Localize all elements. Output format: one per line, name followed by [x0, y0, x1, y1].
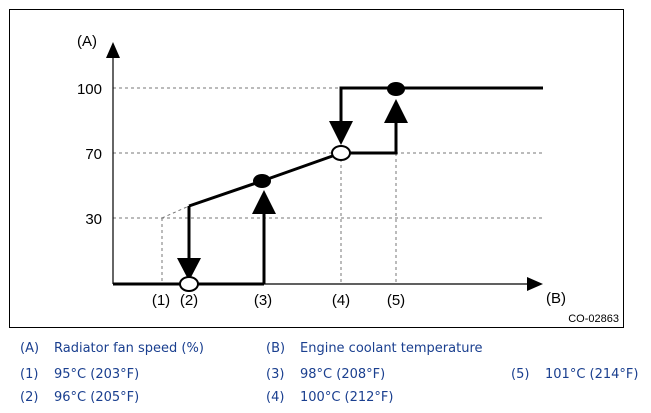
y-axis-label: (A) [77, 33, 97, 50]
y-tick-30: 30 [85, 211, 102, 228]
figure-frame [9, 9, 624, 328]
x-axis-arrowhead [527, 277, 543, 291]
arrow-down-2 [177, 258, 201, 281]
legend-key: (1) [20, 367, 39, 382]
legend-text: Engine coolant temperature [300, 341, 483, 356]
guide-lines [113, 87, 543, 284]
curve-top-segment [339, 86, 543, 131]
x-marker-4: (4) [332, 292, 350, 309]
legend-text: 95°C (203°F) [54, 367, 140, 382]
x-marker-1: (1) [152, 292, 170, 309]
legend-text: 101°C (214°F) [545, 367, 639, 382]
legend-entry-4: (4) 100°C (212°F) [266, 390, 393, 405]
x-marker-3: (3) [254, 292, 272, 309]
diagram-canvas: (A) (B) 100 70 30 (1) (2) (3) (4) (5) [9, 9, 624, 328]
legend-text: Radiator fan speed (%) [54, 341, 204, 356]
arrow-up-5 [384, 99, 408, 123]
legend-text: 96°C (205°F) [54, 390, 140, 405]
legend-entry-b: (B) Engine coolant temperature [266, 341, 483, 356]
arrow-up-3 [252, 190, 276, 214]
legend-key: (4) [266, 390, 285, 405]
open-point-2 [179, 276, 199, 292]
fan-speed-curve [113, 86, 543, 286]
open-point-4 [331, 145, 351, 161]
legend-text: 100°C (212°F) [300, 390, 394, 405]
guide-slope-1 [161, 205, 190, 219]
legend-key: (2) [20, 390, 39, 405]
arrow-down-4 [329, 121, 353, 145]
x-marker-5: (5) [387, 292, 405, 309]
filled-point-3 [253, 174, 271, 188]
legend-entry-3: (3) 98°C (208°F) [266, 367, 385, 382]
legend-key: (5) [511, 367, 530, 382]
curve-step-up-5 [341, 122, 398, 155]
legend: (A) Radiator fan speed (%) (B) Engine cool… [0, 330, 651, 413]
legend-key: (B) [266, 341, 286, 356]
x-marker-2: (2) [180, 292, 198, 309]
x-axis-label: (B) [546, 290, 566, 307]
legend-entry-a: (A) Radiator fan speed (%) [20, 341, 204, 356]
legend-entry-5: (5) 101°C (214°F) [511, 367, 638, 382]
y-tick-70: 70 [85, 146, 102, 163]
y-axis-arrowhead [106, 42, 120, 58]
fan-speed-diagram: (A) (B) 100 70 30 (1) (2) (3) (4) (5) [9, 9, 624, 328]
legend-text: 98°C (208°F) [300, 367, 386, 382]
legend-entry-2: (2) 96°C (205°F) [20, 390, 139, 405]
figure-code: CO-02863 [568, 313, 619, 325]
legend-entry-1: (1) 95°C (203°F) [20, 367, 139, 382]
filled-point-5 [387, 82, 405, 96]
legend-key: (A) [20, 341, 40, 356]
legend-key: (3) [266, 367, 285, 382]
y-tick-100: 100 [77, 81, 102, 98]
